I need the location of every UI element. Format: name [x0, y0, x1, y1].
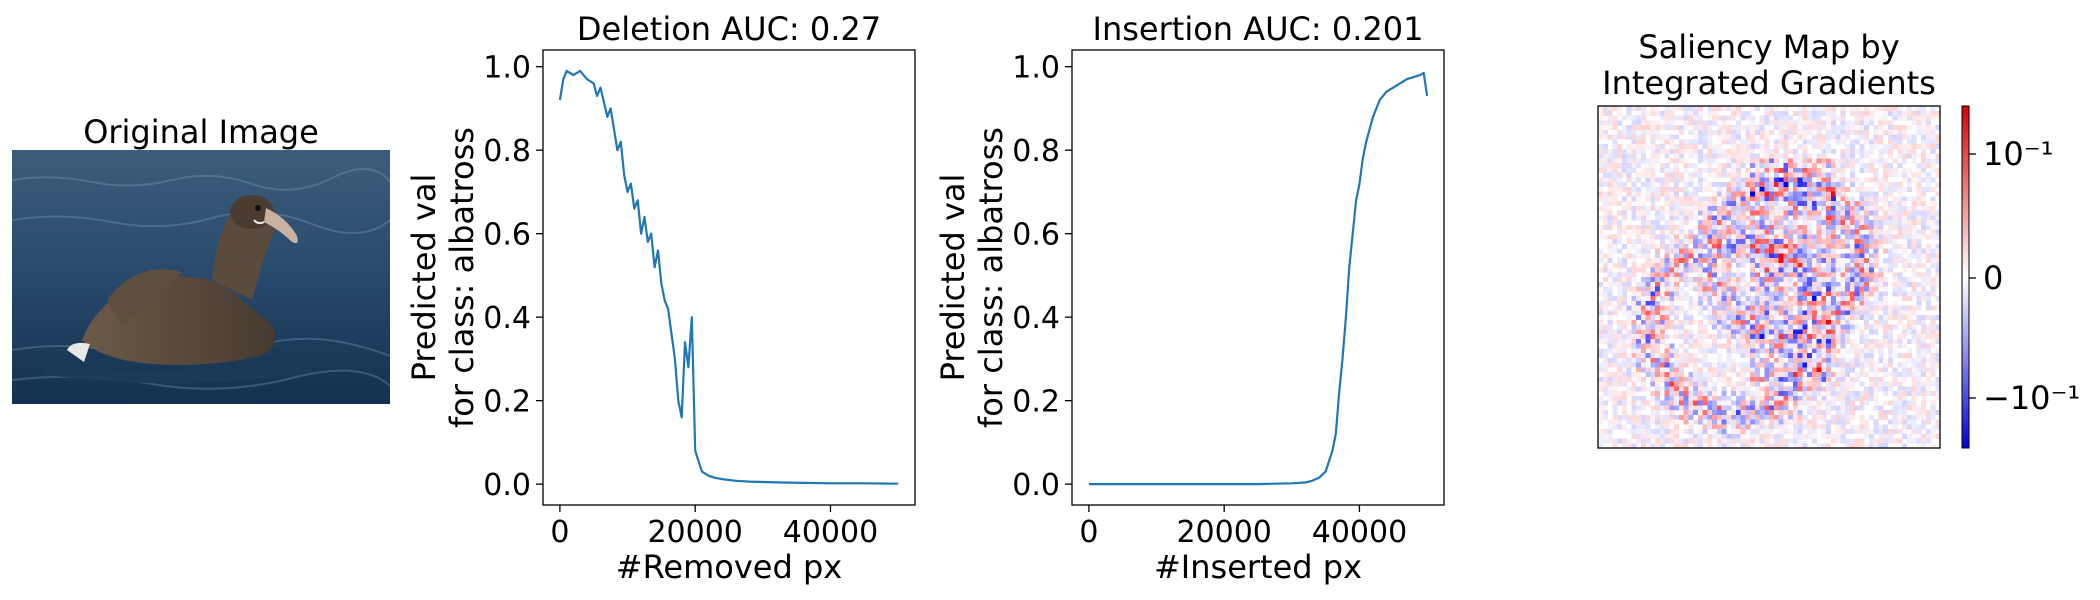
insertion-y-tick-label: 0.8: [1012, 134, 1060, 169]
deletion-y-axis-label-line: Predicted val: [405, 174, 443, 382]
deletion-plot-frame: [542, 49, 916, 506]
insertion-chart: Insertion AUC: 0.201 0 20000 40000 0.0 0.2 0.4…: [934, 10, 1445, 586]
insertion-y-tick-label: 1.0: [1012, 51, 1060, 86]
insertion-y-tick-label: 0.0: [1012, 468, 1060, 503]
deletion-y-tick-label: 0.8: [483, 134, 531, 169]
deletion-series-line: [558, 69, 899, 485]
insertion-y-tick-label: 0.6: [1012, 218, 1060, 253]
colorbar: [1961, 105, 1970, 449]
heatmap-title-line: Saliency Map by: [1638, 28, 1899, 66]
deletion-y-tick-label: 0.4: [483, 301, 531, 336]
insertion-chart-title: Insertion AUC: 0.201: [1093, 10, 1424, 48]
deletion-y-axis-label-line: for class: albatross: [443, 127, 481, 428]
deletion-x-axis-label: #Removed px: [616, 548, 842, 586]
insertion-y-axis-label-line: for class: albatross: [972, 127, 1010, 428]
insertion-y-tick-label: 0.4: [1012, 301, 1060, 336]
deletion-y-tick-label: 0.2: [483, 385, 531, 420]
original-image-title: Original Image: [83, 113, 319, 151]
deletion-x-tick-label: 40000: [783, 515, 878, 550]
colorbar-tick-label: −10⁻¹: [1983, 379, 2080, 417]
colorbar-tick-label: 10⁻¹: [1983, 135, 2053, 173]
insertion-x-tick-label: 0: [1079, 515, 1098, 550]
deletion-x-tick-label: 0: [550, 515, 569, 550]
insertion-x-tick-label: 20000: [1176, 515, 1271, 550]
insertion-y-axis-label-line: Predicted val: [934, 174, 972, 382]
insertion-x-tick-label: 40000: [1312, 515, 1407, 550]
insertion-y-axis-label: Predicted val for class: albatross: [934, 127, 1010, 428]
insertion-x-axis-label: #Inserted px: [1154, 548, 1362, 586]
albatross-photo: [12, 150, 390, 404]
heatmap-frame: [1597, 105, 1941, 449]
heatmap-title-line: Integrated Gradients: [1602, 64, 1936, 102]
colorbar-tick-label: 0: [1983, 259, 2003, 297]
deletion-x-tick-label: 20000: [647, 515, 742, 550]
deletion-chart: Deletion AUC: 0.27 0 20000 40000 0.0 0.2 0.4 0.…: [405, 10, 916, 586]
deletion-y-axis-label: Predicted val for class: albatross: [405, 127, 481, 428]
deletion-y-tick-label: 0.0: [483, 468, 531, 503]
insertion-plot-frame: [1071, 49, 1445, 506]
insertion-series-line: [1088, 71, 1429, 486]
heatmap-cells: [1598, 106, 1941, 449]
deletion-y-tick-label: 1.0: [483, 51, 531, 86]
deletion-y-tick-label: 0.6: [483, 218, 531, 253]
deletion-chart-title: Deletion AUC: 0.27: [577, 10, 881, 48]
insertion-y-tick-label: 0.2: [1012, 385, 1060, 420]
